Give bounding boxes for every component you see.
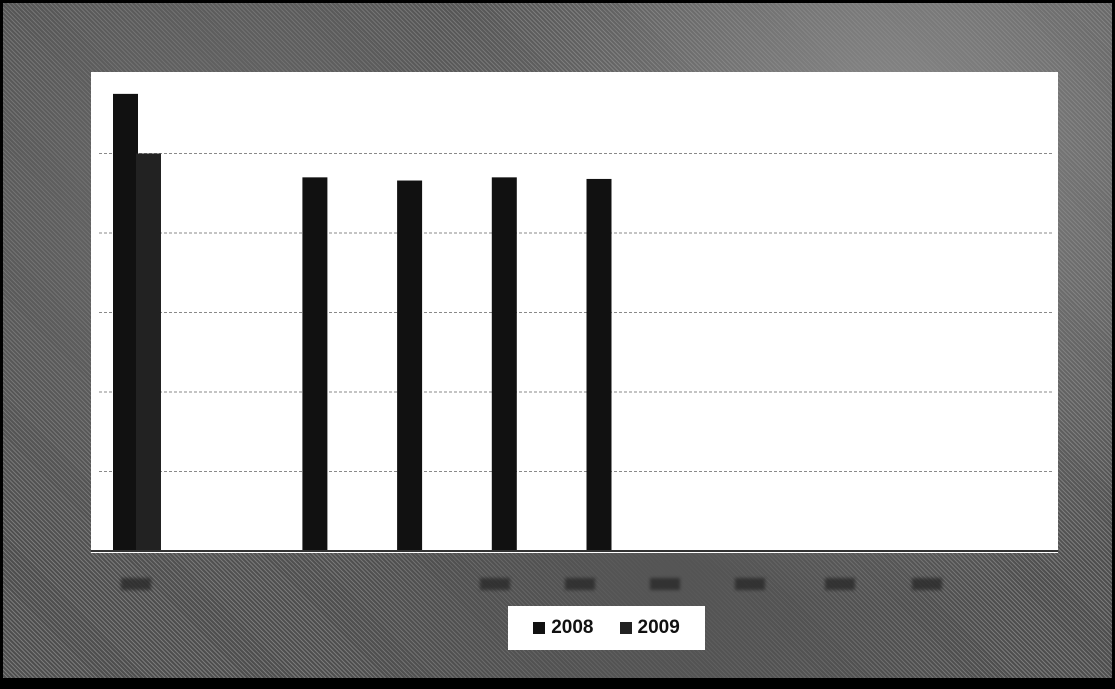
legend: 2008 2009 (508, 606, 705, 650)
legend-swatch-2008 (533, 622, 546, 634)
x-tick-label (825, 578, 855, 590)
x-tick-label (121, 578, 151, 590)
x-tick-label (565, 578, 595, 590)
legend-item-2009: 2009 (619, 617, 680, 639)
legend-label-2009: 2009 (637, 617, 680, 638)
x-tick-label (912, 578, 942, 590)
legend-item-2008: 2008 (533, 617, 594, 639)
legend-swatch-2009 (619, 622, 632, 634)
bar-2008-5 (586, 178, 612, 551)
x-tick-label (650, 578, 680, 590)
bar-2008-2 (302, 177, 328, 551)
bottom-border (0, 678, 1115, 689)
x-tick-label (480, 578, 510, 590)
legend-label-2008: 2008 (551, 617, 594, 638)
bar-2009-0 (136, 153, 161, 551)
bar-2008-4 (491, 177, 517, 551)
bar-2008-0 (113, 93, 138, 551)
bar-2008-3 (397, 180, 423, 551)
x-tick-label (735, 578, 765, 590)
